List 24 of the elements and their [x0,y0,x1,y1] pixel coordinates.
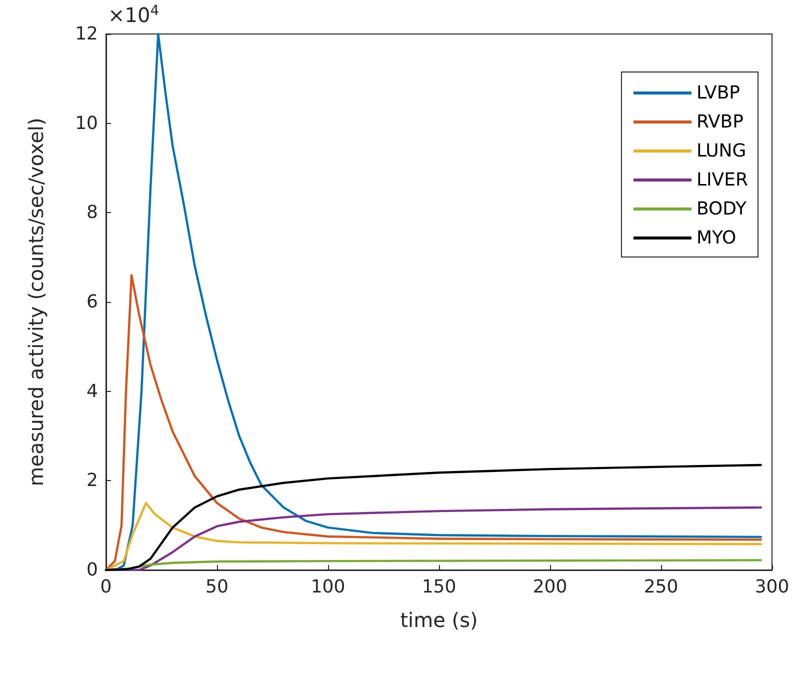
y-tick-label: 12 [75,24,98,44]
legend-label: BODY [696,198,748,220]
legend-label: RVBP [696,112,744,132]
x-tick-label: 50 [206,576,228,598]
legend-label: LIVER [696,170,748,190]
y-tick-label: 4 [86,380,98,402]
x-tick-label: 200 [532,576,568,598]
x-tick-label: 0 [100,576,112,598]
legend-label: LVBP [696,82,740,104]
y-tick-label: 6 [86,292,98,312]
line-series [104,464,762,572]
line-series [104,274,762,572]
legend-label: LUNG [696,140,746,162]
y-tick-label: 10 [75,112,98,134]
x-tick-label: 100 [310,576,346,598]
legend-label: MYO [696,228,736,248]
x-axis-title: time (s) [400,608,478,632]
x-tick-label: 150 [422,576,456,598]
y-tick-label: 8 [86,202,98,224]
y-tick-label: 0 [86,560,98,580]
y-tick-label: 2 [86,470,98,492]
x-tick-label: 300 [754,576,790,598]
x-tick-label: 250 [644,576,678,598]
y-axis-title: measured activity (counts/sec/voxel) [24,118,48,486]
